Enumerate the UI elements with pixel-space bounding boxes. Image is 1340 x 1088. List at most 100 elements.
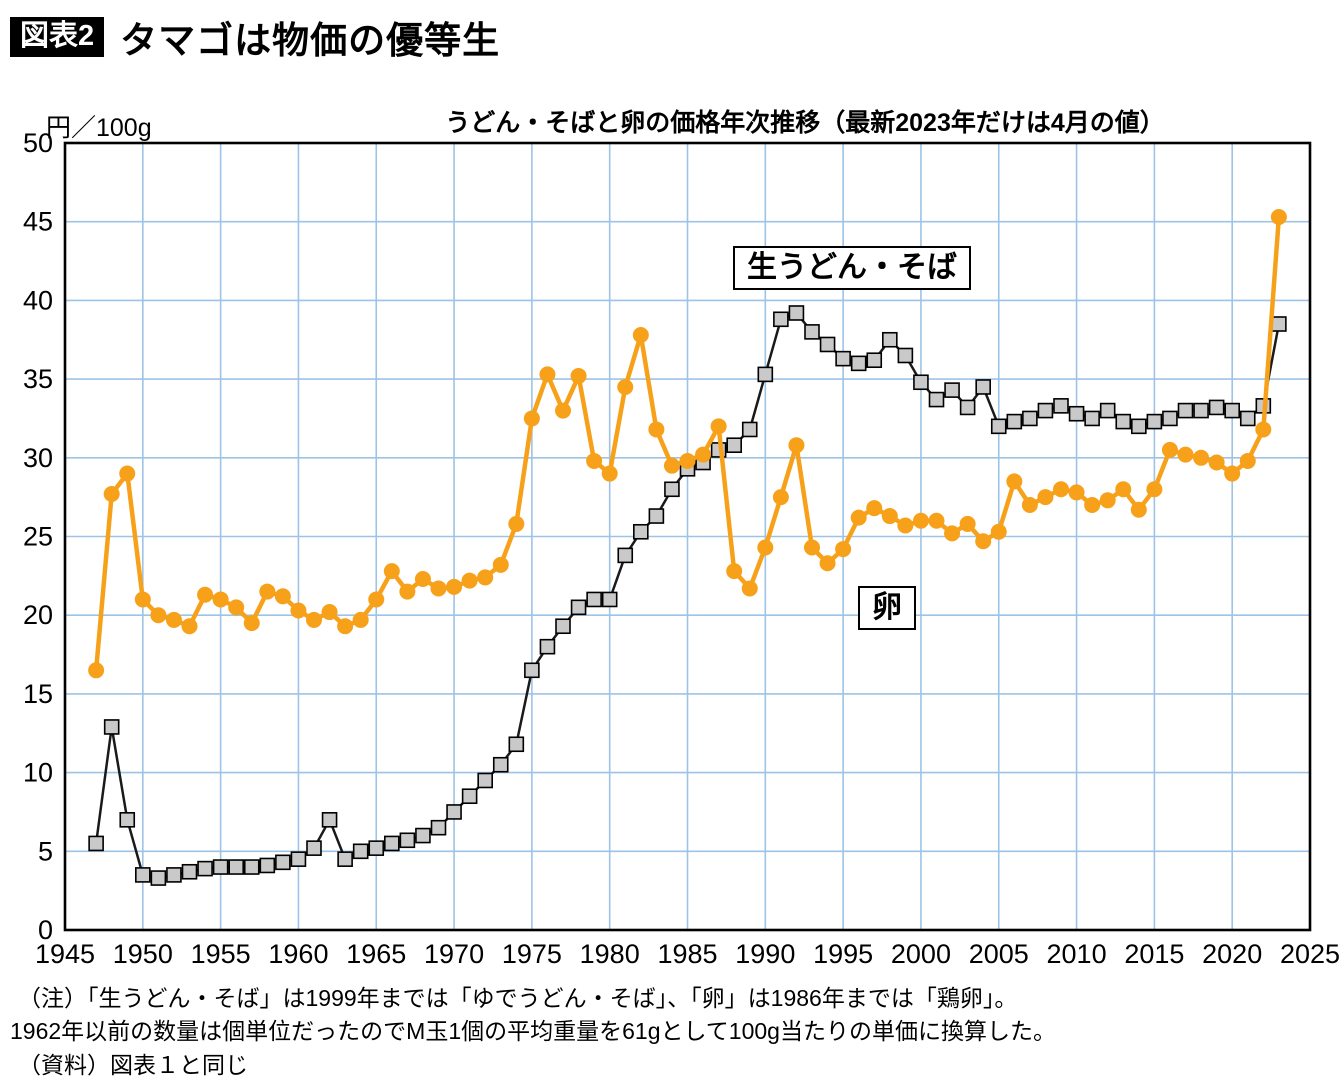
data-point-egg <box>897 517 914 534</box>
data-point-udon-soba <box>555 618 571 635</box>
data-point-egg <box>617 378 634 395</box>
data-point-udon-soba <box>1224 402 1240 419</box>
data-point-egg <box>539 366 556 383</box>
data-point-udon-soba <box>1208 399 1225 416</box>
x-tick-label: 2020 <box>1202 939 1262 969</box>
data-point-udon-soba <box>1053 398 1069 414</box>
data-point-egg <box>243 615 260 632</box>
x-tick-label: 1995 <box>813 939 873 969</box>
data-point-egg <box>197 586 214 603</box>
data-point-egg <box>1270 208 1287 225</box>
data-point-egg <box>446 578 463 595</box>
header: 図表2 タマゴは物価の優等生 <box>10 10 500 64</box>
data-point-udon-soba <box>1177 402 1194 419</box>
data-point-udon-soba <box>1131 418 1147 435</box>
data-point-egg <box>570 367 587 384</box>
data-point-egg <box>181 618 198 635</box>
data-point-udon-soba <box>586 591 602 608</box>
y-tick-label: 0 <box>38 915 53 945</box>
y-tick-label: 40 <box>23 285 53 315</box>
y-tick-label: 20 <box>23 600 53 630</box>
plot-frame <box>63 141 1312 932</box>
data-point-udon-soba <box>446 804 462 820</box>
data-point-udon-soba <box>135 867 151 883</box>
data-point-udon-soba <box>321 812 338 828</box>
data-point-udon-soba <box>570 599 587 616</box>
data-point-egg <box>679 452 696 469</box>
data-point-egg <box>695 446 712 463</box>
y-tick-label: 25 <box>23 522 53 552</box>
data-point-egg <box>1208 454 1225 471</box>
data-point-udon-soba <box>928 391 945 408</box>
data-point-udon-soba <box>197 860 213 877</box>
data-point-egg <box>228 599 245 616</box>
data-point-egg <box>928 512 945 529</box>
data-point-egg <box>850 509 867 526</box>
data-point-egg <box>1239 452 1256 469</box>
data-point-egg <box>492 556 509 573</box>
chart-title: うどん・そばと卵の価格年次推移（最新2023年だけは4月の値） <box>445 109 1165 137</box>
data-point-udon-soba <box>944 382 960 398</box>
data-point-udon-soba <box>1099 402 1116 419</box>
data-point-udon-soba <box>835 350 851 367</box>
data-point-udon-soba <box>228 859 244 875</box>
data-point-egg <box>477 569 494 586</box>
data-point-egg <box>134 591 151 608</box>
data-point-udon-soba <box>866 352 883 369</box>
data-point-egg <box>306 611 322 628</box>
data-point-egg <box>975 533 992 550</box>
data-point-udon-soba <box>1006 413 1023 430</box>
data-point-udon-soba <box>1162 410 1178 427</box>
footnote-line-2: 1962年以前の数量は個単位だったのでM玉1個の平均重量を61gとして100g当… <box>10 1018 1056 1045</box>
data-point-egg <box>119 465 136 482</box>
data-point-egg <box>508 515 525 532</box>
data-point-egg <box>274 588 291 605</box>
data-point-udon-soba <box>212 859 229 875</box>
data-point-egg <box>741 580 758 597</box>
data-point-egg <box>337 618 354 635</box>
data-point-egg <box>835 541 852 558</box>
data-point-udon-soba <box>773 311 789 328</box>
data-point-egg <box>1068 484 1085 501</box>
data-point-udon-soba <box>368 840 385 856</box>
data-point-udon-soba <box>524 662 540 679</box>
data-point-udon-soba <box>384 835 400 852</box>
series-label-udon-soba: 生うどん・そば <box>733 246 971 290</box>
data-point-egg <box>632 327 649 344</box>
data-point-egg <box>1099 492 1116 509</box>
data-point-udon-soba <box>88 835 104 852</box>
data-point-udon-soba <box>882 331 898 348</box>
data-point-egg <box>601 465 618 482</box>
data-point-egg <box>1130 501 1147 518</box>
data-point-egg <box>944 525 961 542</box>
data-point-egg <box>788 437 805 454</box>
data-point-udon-soba <box>243 859 260 875</box>
footnotes: （注）「生うどん・そば」は1999年までは「ゆでうどん・そば」、「卵」は1986… <box>10 982 1330 1082</box>
figure-tag: 図表2 <box>10 17 105 57</box>
data-point-egg <box>757 539 774 556</box>
x-tick-label: 1970 <box>424 939 484 969</box>
chart-svg: 1945 1950 1955 1960 1965 1970 1975 1980 1985 1990… <box>23 128 1340 969</box>
data-point-egg <box>866 500 883 517</box>
data-point-udon-soba <box>1239 410 1256 427</box>
data-point-udon-soba <box>275 854 291 871</box>
data-point-udon-soba <box>1115 413 1132 430</box>
series-label-egg: 卵 <box>858 586 916 630</box>
data-point-egg <box>88 662 105 679</box>
data-point-egg <box>586 452 603 469</box>
x-tick-label: 2010 <box>1047 939 1107 969</box>
data-point-egg <box>912 512 929 529</box>
data-point-egg <box>1161 441 1178 458</box>
data-point-udon-soba <box>1037 402 1054 419</box>
data-point-egg <box>648 421 665 438</box>
data-point-udon-soba <box>741 421 758 438</box>
data-point-egg <box>555 402 571 419</box>
data-point-udon-soba <box>461 788 478 805</box>
data-point-egg <box>165 611 182 628</box>
x-tick-label: 2005 <box>969 939 1029 969</box>
x-tick-label: 1975 <box>502 939 562 969</box>
data-point-udon-soba <box>306 840 322 856</box>
data-point-egg <box>150 607 167 624</box>
x-tick-label: 1965 <box>346 939 406 969</box>
data-point-egg <box>212 591 229 608</box>
